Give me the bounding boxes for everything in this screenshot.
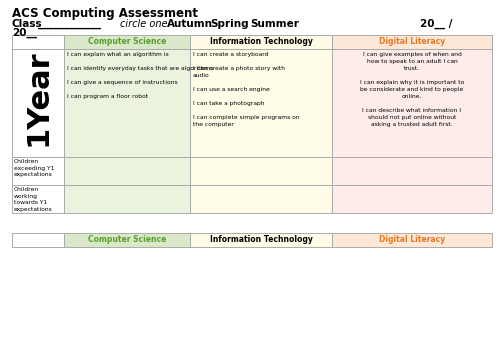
Text: Digital Literacy: Digital Literacy: [379, 37, 445, 47]
Text: 20__: 20__: [12, 28, 37, 38]
Text: Information Technology: Information Technology: [210, 37, 312, 47]
Text: Computer Science: Computer Science: [88, 235, 166, 245]
Bar: [190, 49, 332, 157]
Text: Class: Class: [12, 19, 42, 29]
Text: Spring: Spring: [210, 19, 248, 29]
Text: Digital Literacy: Digital Literacy: [379, 235, 445, 245]
Bar: [64, 185, 190, 213]
Bar: [12, 233, 64, 247]
Bar: [190, 185, 332, 213]
Text: 20__ /: 20__ /: [420, 19, 452, 29]
Text: I can create a storyboard

I can create a photo story with
audio

I can use a se: I can create a storyboard I can create a…: [193, 52, 300, 127]
Bar: [332, 185, 492, 213]
Text: Autumn: Autumn: [167, 19, 213, 29]
Text: ____________: ____________: [38, 19, 101, 29]
Text: Children
working
towards Y1
expectations: Children working towards Y1 expectations: [14, 187, 53, 212]
Bar: [12, 185, 64, 213]
Bar: [64, 35, 190, 49]
Text: I can explain what an algorithm is

I can identify everyday tasks that are algor: I can explain what an algorithm is I can…: [67, 52, 214, 99]
Bar: [64, 233, 190, 247]
Text: Summer: Summer: [250, 19, 299, 29]
Bar: [12, 49, 64, 157]
Bar: [190, 157, 332, 185]
Bar: [12, 157, 64, 185]
Bar: [332, 35, 492, 49]
Bar: [332, 157, 492, 185]
Text: Computer Science: Computer Science: [88, 37, 166, 47]
Text: I can give examples of when and
how to speak to an adult I can
trust.

I can exp: I can give examples of when and how to s…: [360, 52, 464, 127]
Bar: [190, 233, 332, 247]
Text: Children
exceeding Y1
expectations: Children exceeding Y1 expectations: [14, 159, 54, 177]
Bar: [64, 157, 190, 185]
Bar: [190, 35, 332, 49]
Text: circle one:: circle one:: [120, 19, 171, 29]
Bar: [332, 49, 492, 157]
Text: ACS Computing Assessment: ACS Computing Assessment: [12, 7, 198, 20]
Bar: [64, 49, 190, 157]
Bar: [332, 233, 492, 247]
Text: 1Year: 1Year: [24, 50, 52, 146]
Text: Information Technology: Information Technology: [210, 235, 312, 245]
Bar: [12, 35, 64, 49]
